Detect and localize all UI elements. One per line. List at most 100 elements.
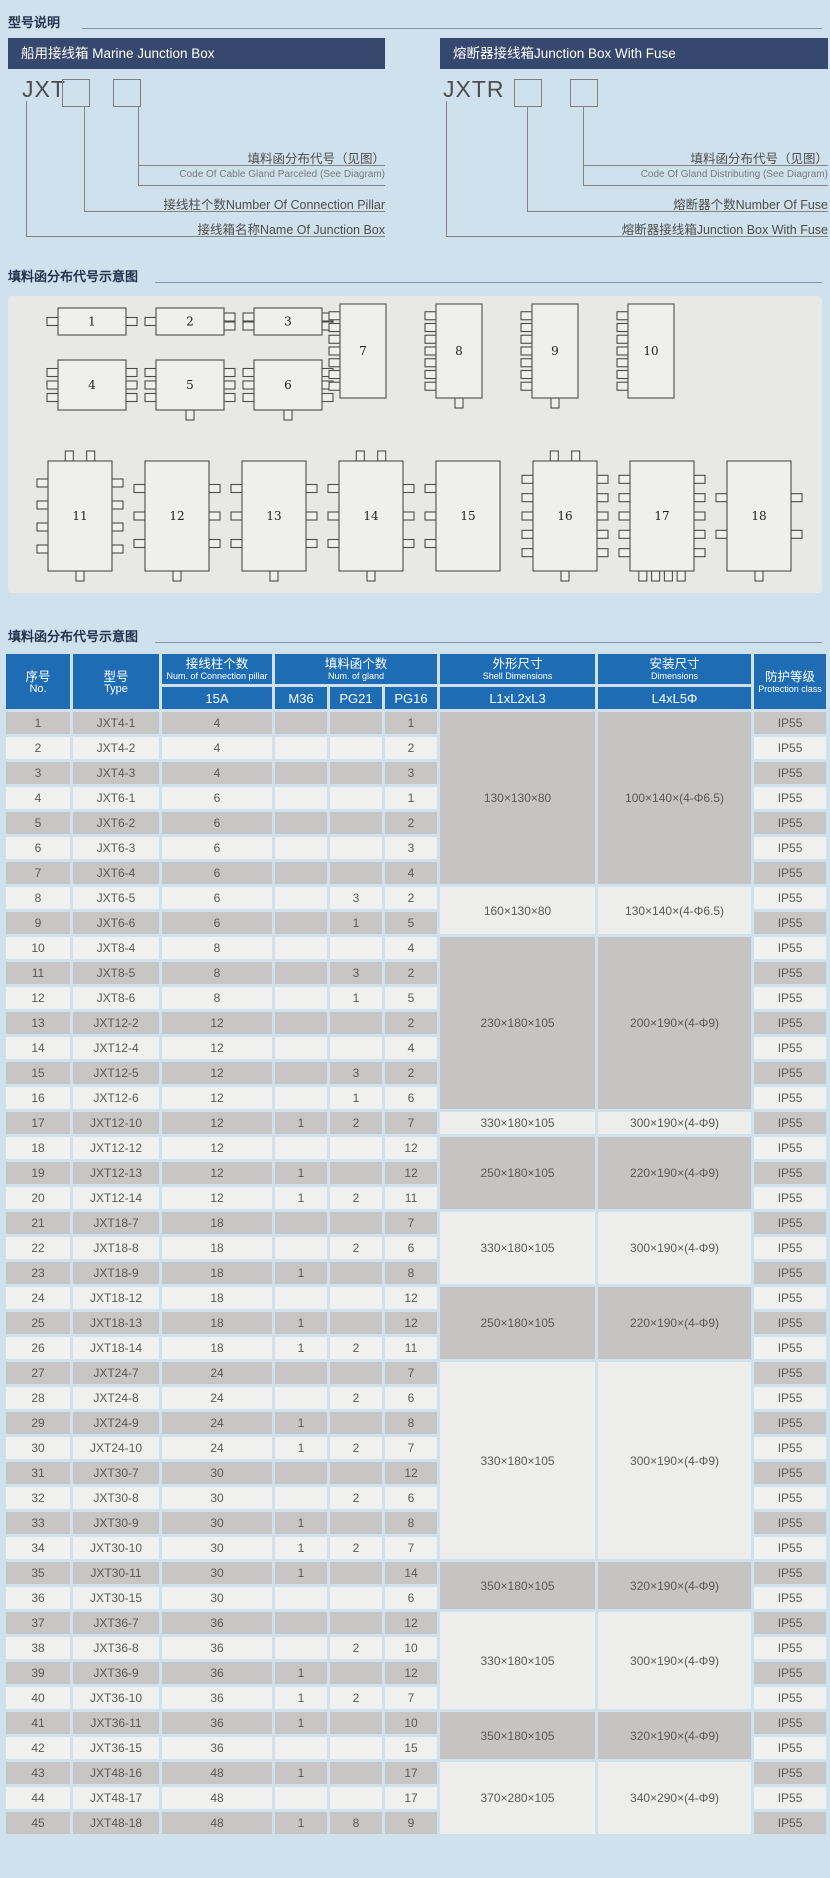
cell-15a: 18 [162,1287,272,1309]
cell-type: JXT24-10 [73,1437,159,1459]
cell-15a: 48 [162,1762,272,1784]
cell-m36: 1 [275,1537,327,1559]
cell-protection: IP55 [754,1687,827,1709]
cell-pg21 [330,1662,382,1684]
cell-m36 [275,1612,327,1634]
cell-no: 45 [6,1812,70,1834]
table-row: 36 JXT30-15 30 6 IP55 [6,1587,827,1609]
cell-shell-dimensions: 330×180×105 [440,1212,596,1284]
cell-protection: IP55 [754,1162,827,1184]
table-row: 2 JXT4-2 4 2 IP55 [6,737,827,759]
gland-box-5: 5 [144,359,236,421]
table-row: 39 JXT36-9 36 1 12 IP55 [6,1662,827,1684]
cell-no: 29 [6,1412,70,1434]
cell-m36: 1 [275,1262,327,1284]
cell-type: JXT48-17 [73,1787,159,1809]
cell-pg21 [330,1287,382,1309]
marine-model-code: JXT [22,76,66,102]
code-placeholder-box [514,79,542,107]
cell-m36 [275,1587,327,1609]
cell-no: 14 [6,1037,70,1059]
cell-m36: 1 [275,1512,327,1534]
table-row: 8 JXT6-5 6 3 2 160×130×80 130×140×(4-Φ6.5) IP55 [6,887,827,934]
cell-pg21 [330,1462,382,1484]
col-header-no-zh: 序号 [25,669,51,684]
cell-pg21 [330,862,382,884]
gland-box-number: 10 [643,344,658,358]
cell-pg21 [330,837,382,859]
table-row: 7 JXT6-4 6 4 IP55 [6,862,827,884]
spec-table: 序号 No. 型号 Type 接线柱个数 Num. of Connection … [3,651,829,1837]
cell-m36: 1 [275,1762,327,1784]
table-row: 3 JXT4-3 4 3 IP55 [6,762,827,784]
cell-pg16: 10 [385,1712,438,1734]
cell-pg21 [330,1137,382,1159]
cell-pg16: 7 [385,1537,438,1559]
cell-type: JXT18-9 [73,1262,159,1284]
cell-m36 [275,1037,327,1059]
gland-box-number: 5 [186,378,194,392]
cell-15a: 4 [162,737,272,759]
table-row: 16 JXT12-6 12 1 6 IP55 [6,1087,827,1109]
cell-pg16: 2 [385,1062,438,1084]
cell-m36: 1 [275,1312,327,1334]
gland-box-number: 9 [551,344,559,358]
cell-no: 11 [6,962,70,984]
cell-type: JXT12-4 [73,1037,159,1059]
cell-type: JXT36-11 [73,1712,159,1734]
connector-line [583,185,828,186]
cell-m36: 1 [275,1662,327,1684]
cell-mount-dimensions: 130×140×(4-Φ6.5) [598,887,752,934]
section-title-model-description: 型号说明 [8,15,61,30]
cell-type: JXT30-7 [73,1462,159,1484]
cell-15a: 6 [162,887,272,909]
gland-box-number: 14 [363,509,379,523]
gland-diagram-panel: 1 2 3 4 5 6 7 8 9 10 11 12 13 14 15 16 17 18 [8,296,822,593]
cell-pg21 [330,1312,382,1334]
cell-pg16: 12 [385,1312,438,1334]
gland-box-8: 8 [424,303,483,409]
marine-gland-code-label-zh: 填料函分布代号（见图） [247,152,385,166]
cell-pg16: 6 [385,1237,438,1259]
cell-mount-dimensions: 320×190×(4-Φ9) [598,1712,752,1759]
cell-pg21: 2 [330,1337,382,1359]
cell-protection: IP55 [754,1537,827,1559]
cell-m36 [275,1787,327,1809]
cell-15a: 6 [162,837,272,859]
cell-shell-dimensions: 330×180×105 [440,1362,596,1559]
col-header-protection-en: Protection class [758,683,822,694]
cell-15a: 8 [162,987,272,1009]
cell-pg21: 2 [330,1112,382,1134]
cell-type: JXT6-6 [73,912,159,934]
cell-shell-dimensions: 370×280×105 [440,1762,596,1834]
cell-protection: IP55 [754,1737,827,1759]
cell-no: 25 [6,1312,70,1334]
cell-15a: 12 [162,1012,272,1034]
col-header-shell-zh: 外形尺寸 [492,657,543,671]
cell-pg16: 12 [385,1137,438,1159]
code-placeholder-box [62,79,90,107]
cell-protection: IP55 [754,1712,827,1734]
cell-15a: 18 [162,1337,272,1359]
cell-pg21 [330,1712,382,1734]
cell-no: 1 [6,712,70,734]
fuse-gland-code-label-en: Code Of Gland Distributing (See Diagram) [640,169,828,180]
cell-15a: 24 [162,1387,272,1409]
cell-pg21 [330,1612,382,1634]
cell-no: 21 [6,1212,70,1234]
gland-box-number: 17 [654,509,669,523]
connector-line [583,106,584,186]
table-row: 37 JXT36-7 36 12 330×180×105 300×190×(4-Φ9) IP… [6,1612,827,1709]
cell-m36 [275,1062,327,1084]
cell-m36 [275,912,327,934]
table-row: 11 JXT8-5 8 3 2 IP55 [6,962,827,984]
table-row: 41 JXT36-11 36 1 10 350×180×105 320×190×(4-Φ9)… [6,1712,827,1759]
cell-type: JXT12-13 [73,1162,159,1184]
cell-protection: IP55 [754,1312,827,1334]
cell-mount-dimensions: 200×190×(4-Φ9) [598,937,752,1109]
marine-gland-code-label-en: Code Of Cable Gland Parceled (See Diagra… [179,169,385,180]
cell-m36 [275,1287,327,1309]
cell-shell-dimensions: 160×130×80 [440,887,596,934]
cell-type: JXT36-8 [73,1637,159,1659]
gland-box-number: 13 [266,509,281,523]
